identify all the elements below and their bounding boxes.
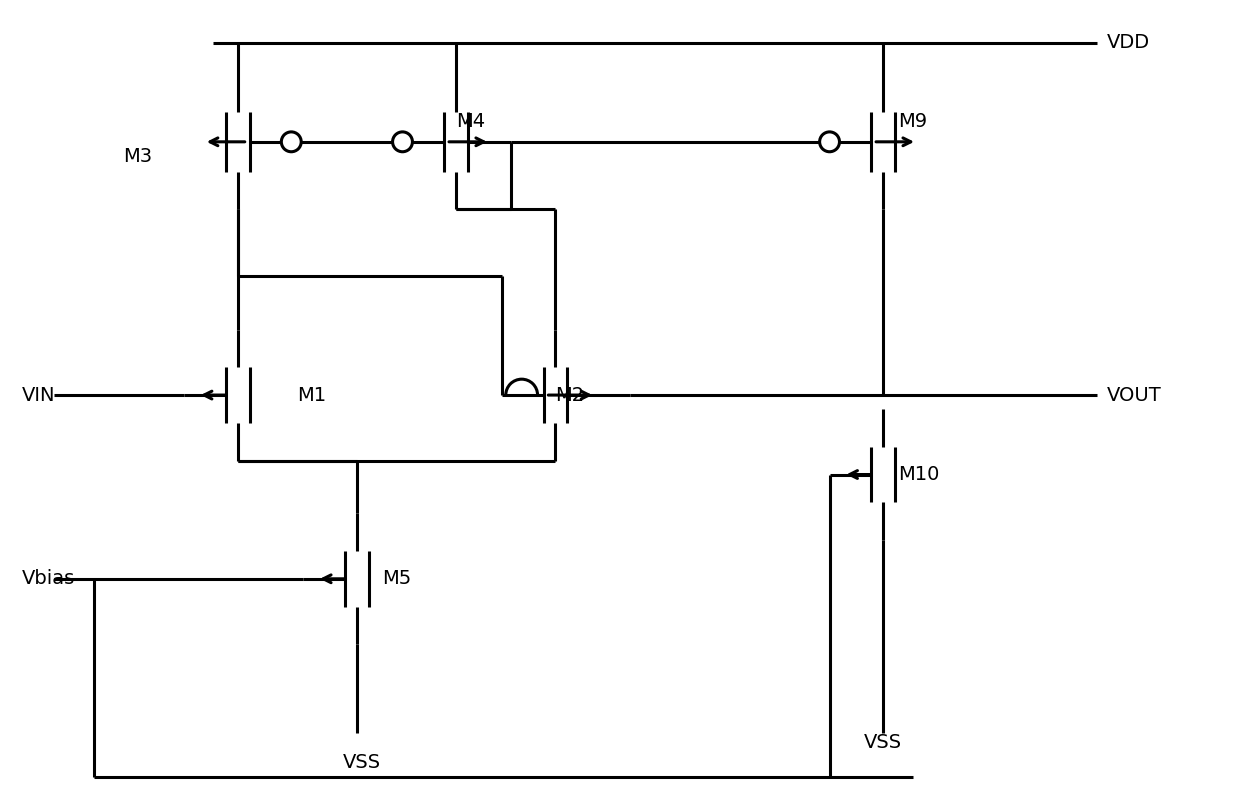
Circle shape: [393, 132, 413, 151]
Text: M1: M1: [298, 386, 326, 404]
Text: M10: M10: [898, 465, 940, 484]
Text: Vbias: Vbias: [22, 569, 76, 588]
Text: VSS: VSS: [342, 752, 381, 772]
Text: M3: M3: [124, 147, 153, 166]
Circle shape: [820, 132, 839, 151]
Text: VDD: VDD: [1106, 33, 1149, 52]
Text: M5: M5: [382, 569, 410, 588]
Circle shape: [281, 132, 301, 151]
Text: M9: M9: [898, 113, 928, 131]
Text: VIN: VIN: [22, 386, 56, 404]
Text: VSS: VSS: [864, 733, 903, 752]
Text: M4: M4: [456, 113, 485, 131]
Text: M2: M2: [556, 386, 584, 404]
Text: VOUT: VOUT: [1106, 386, 1162, 404]
